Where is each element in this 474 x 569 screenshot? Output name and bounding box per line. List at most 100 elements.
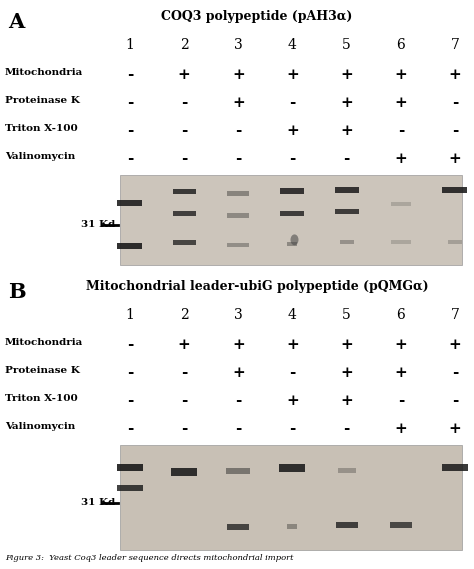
Text: -: - (235, 394, 242, 408)
Text: -: - (181, 152, 187, 166)
Text: Proteinase K: Proteinase K (5, 366, 80, 375)
Text: -: - (452, 394, 458, 408)
Text: Mitochondrial leader-ubiG polypeptide (pQMGα): Mitochondrial leader-ubiG polypeptide (p… (86, 280, 428, 293)
Text: 1: 1 (126, 308, 135, 322)
Bar (120, 445, 462, 550)
Text: -: - (235, 152, 242, 166)
Text: 31 Kd: 31 Kd (81, 498, 115, 507)
Text: +: + (178, 68, 191, 82)
Bar (118, 200, 143, 206)
Text: 2: 2 (180, 38, 189, 52)
Bar (117, 485, 143, 491)
Text: +: + (178, 338, 191, 352)
Text: Triton X-100: Triton X-100 (5, 124, 78, 133)
Text: A: A (8, 12, 24, 32)
Text: +: + (286, 338, 299, 352)
Bar (173, 188, 196, 193)
Text: -: - (127, 124, 133, 138)
Text: +: + (394, 96, 407, 110)
Text: Mitochondria: Mitochondria (5, 68, 83, 77)
Text: +: + (286, 394, 299, 408)
Text: +: + (340, 68, 353, 82)
Text: -: - (181, 366, 187, 380)
Text: +: + (286, 68, 299, 82)
Bar (335, 187, 359, 193)
Text: -: - (452, 124, 458, 138)
Text: +: + (394, 338, 407, 352)
Bar (337, 468, 356, 473)
Text: Triton X-100: Triton X-100 (5, 394, 78, 403)
Text: +: + (448, 338, 461, 352)
Bar (391, 202, 411, 206)
Bar (335, 209, 359, 214)
Text: -: - (235, 124, 242, 138)
Bar (117, 464, 143, 471)
Text: +: + (232, 68, 245, 82)
Text: +: + (232, 96, 245, 110)
Text: 6: 6 (396, 38, 405, 52)
Bar (118, 242, 143, 249)
Text: 7: 7 (451, 308, 459, 322)
Text: 2: 2 (180, 308, 189, 322)
Text: +: + (340, 338, 353, 352)
Bar (228, 213, 249, 218)
Text: Valinomycin: Valinomycin (5, 152, 75, 161)
Text: 3: 3 (234, 38, 243, 52)
Text: 5: 5 (342, 38, 351, 52)
Bar (226, 468, 250, 474)
Text: +: + (232, 366, 245, 380)
Text: +: + (340, 366, 353, 380)
Bar (443, 187, 467, 193)
Text: 3: 3 (234, 308, 243, 322)
Bar (390, 522, 412, 527)
Text: -: - (398, 394, 404, 408)
Text: -: - (289, 96, 296, 110)
Text: -: - (452, 96, 458, 110)
Text: +: + (394, 366, 407, 380)
Bar (448, 240, 462, 244)
Text: -: - (127, 96, 133, 110)
Text: +: + (340, 394, 353, 408)
Text: -: - (127, 338, 133, 352)
Text: -: - (127, 152, 133, 166)
Text: -: - (181, 394, 187, 408)
Text: B: B (8, 282, 26, 302)
Bar (280, 464, 306, 472)
Text: Proteinase K: Proteinase K (5, 96, 80, 105)
Bar (442, 464, 468, 471)
Text: -: - (289, 152, 296, 166)
Text: +: + (394, 152, 407, 166)
Text: +: + (340, 124, 353, 138)
Text: -: - (181, 422, 187, 436)
Text: +: + (394, 68, 407, 82)
Text: -: - (398, 124, 404, 138)
Text: 31 Kd: 31 Kd (81, 220, 115, 229)
Bar (288, 523, 298, 529)
Text: +: + (340, 96, 353, 110)
Text: +: + (448, 422, 461, 436)
Text: -: - (235, 422, 242, 436)
Text: -: - (289, 422, 296, 436)
Bar (340, 240, 354, 244)
Text: 1: 1 (126, 38, 135, 52)
Bar (281, 188, 304, 193)
Bar (228, 242, 249, 246)
Ellipse shape (291, 234, 299, 245)
Text: +: + (448, 68, 461, 82)
Text: 5: 5 (342, 308, 351, 322)
Text: 4: 4 (288, 38, 297, 52)
Text: COQ3 polypeptide (pAH3α): COQ3 polypeptide (pAH3α) (161, 10, 353, 23)
Bar (173, 240, 196, 245)
Text: -: - (452, 366, 458, 380)
Text: +: + (394, 422, 407, 436)
Text: -: - (289, 366, 296, 380)
Bar (288, 242, 298, 246)
Bar (336, 522, 358, 527)
Text: 7: 7 (451, 38, 459, 52)
Text: Mitochondria: Mitochondria (5, 338, 83, 347)
Bar (228, 523, 249, 530)
Text: +: + (448, 152, 461, 166)
Text: Valinomycin: Valinomycin (5, 422, 75, 431)
Text: -: - (127, 394, 133, 408)
Bar (120, 175, 462, 265)
